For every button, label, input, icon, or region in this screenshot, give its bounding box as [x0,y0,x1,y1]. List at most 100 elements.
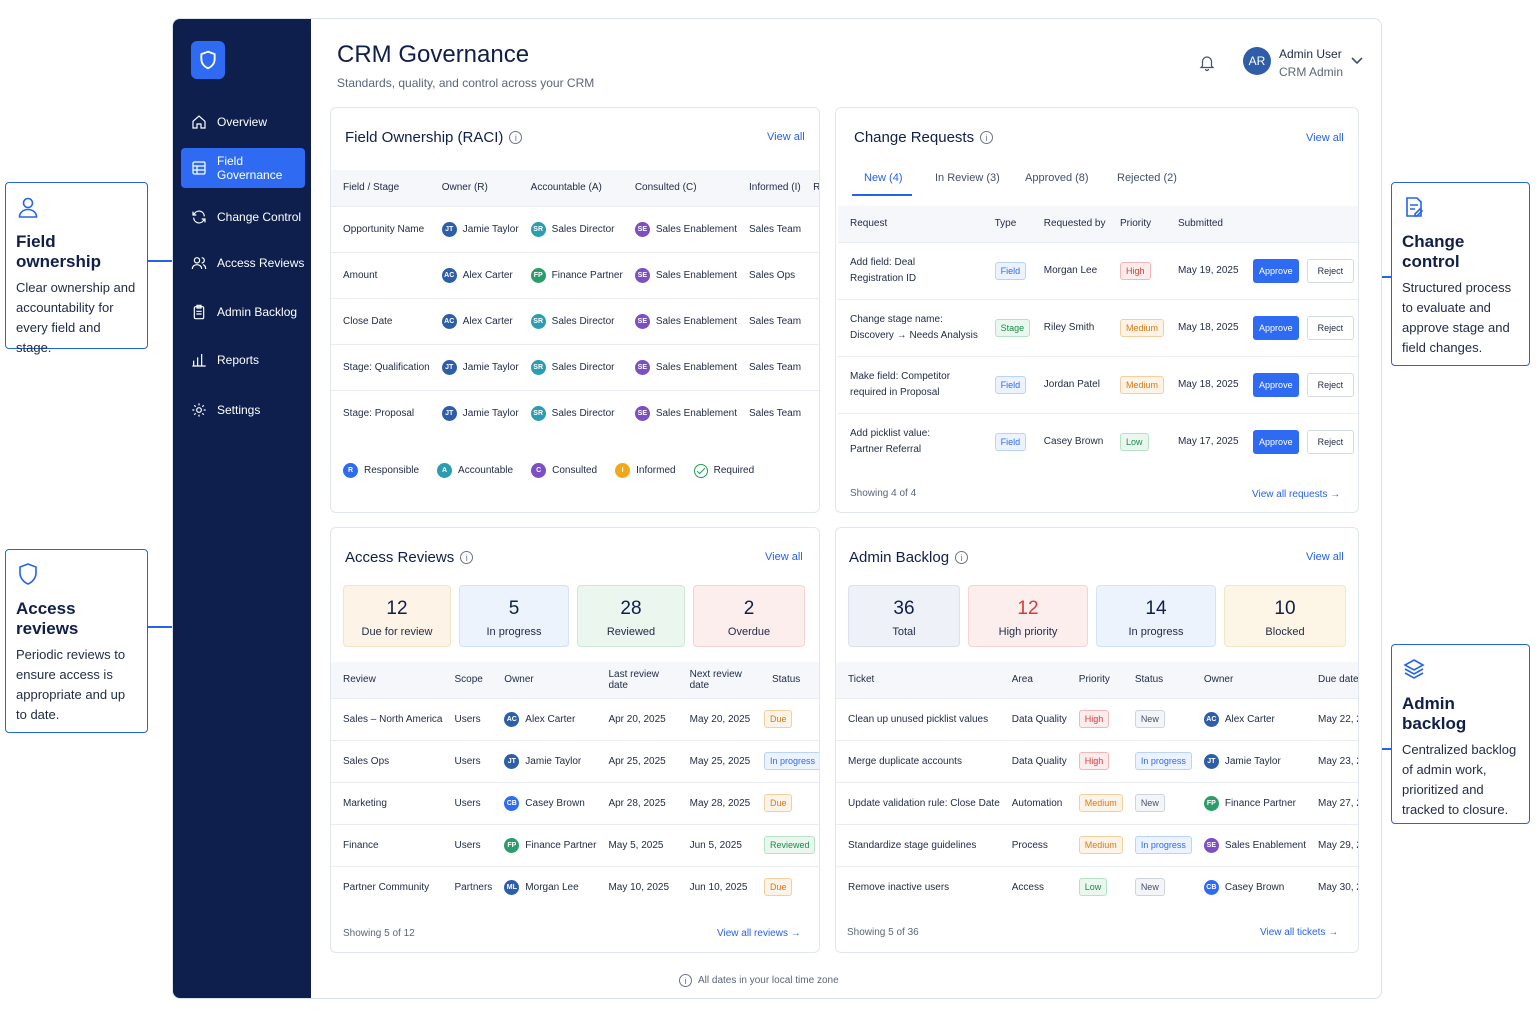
stat-tile[interactable]: 14 In progress [1096,585,1216,647]
avatar[interactable]: AR [1243,47,1271,75]
person-name: Sales Enablement [655,407,737,419]
reject-button[interactable]: Reject [1306,258,1355,283]
reject-button[interactable]: Reject [1306,315,1355,340]
stat-tile[interactable]: 36 Total [848,585,960,647]
table-row[interactable]: Make field: Competitor required in Propos… [838,355,1358,413]
owner-cell: ML Morgan Lee [492,865,597,908]
table-row[interactable]: Sales – North America Users AC Alex Carter A… [331,697,819,740]
sidebar-item-reports[interactable]: Reports [181,340,305,380]
info-icon[interactable]: i [955,551,969,564]
table-row[interactable]: Standardize stage guidelines Process Mediu… [836,823,1358,866]
reject-button[interactable]: Reject [1306,429,1355,454]
actions-cell: Approve Reject [1241,298,1358,356]
sidebar-item-settings[interactable]: Settings [181,390,305,430]
owner-name: Alex Carter [525,713,576,725]
priority-cell: Medium [1066,823,1123,866]
view-all-requests-link[interactable]: View all requests → [1252,489,1340,500]
table-row[interactable]: Opportunity Name JT Jamie Taylor SR Sales Di… [331,205,819,252]
owner-name: Sales Enablement [1224,839,1307,851]
request-line: Add picklist value: [850,427,931,439]
table-row[interactable]: Change stage name: Discovery → Needs Anal… [838,298,1358,356]
approve-button[interactable]: Approve [1253,372,1299,397]
main-content: CRM Governance Standards, quality, and c… [311,19,1381,998]
table-row[interactable]: Merge duplicate accounts Data Quality High… [836,739,1358,782]
table-row[interactable]: Partner Community Partners ML Morgan Lee May… [331,865,819,908]
info-icon[interactable]: i [460,551,474,564]
showing-count: Showing 5 of 36 [847,927,919,938]
table-row[interactable]: Stage: Proposal JT Jamie Taylor SR Sales Dir… [331,389,819,436]
column-header: Field / Stage [331,170,430,206]
scope: Users [442,697,493,740]
table-row[interactable]: Close Date AC Alex Carter SR Sales Director S… [331,297,819,344]
owner-cell: AC Alex Carter [1191,697,1307,740]
next-review-date: May 28, 2025 [677,781,760,824]
table-row[interactable]: Marketing Users CB Casey Brown Apr 28, 2025 M… [331,781,819,824]
sidebar-item-access-reviews[interactable]: Access Reviews [181,243,305,283]
info-icon[interactable]: i [980,131,994,144]
stat-tile[interactable]: 12 Due for review [343,585,451,647]
stat-tile[interactable]: 2 Overdue [693,585,805,647]
sidebar-item-admin-backlog[interactable]: Admin Backlog [181,292,305,332]
tab-rejected[interactable]: Rejected (2) [1117,172,1177,184]
approve-button[interactable]: Approve [1253,315,1299,340]
sidebar-item-field-governance[interactable]: Field Governance [181,148,305,188]
view-all-tickets-link[interactable]: View all tickets → [1260,927,1338,938]
callout-title: Change control [1402,232,1465,271]
table-row[interactable]: Stage: Qualification JT Jamie Taylor SR Sale… [331,343,819,390]
table-row[interactable]: Add field: Deal Registration ID Field Morga… [838,241,1358,299]
table-row[interactable]: Remove inactive users Access Low New CB Casey… [836,865,1358,908]
stat-tile[interactable]: 5 In progress [459,585,569,647]
stat-tile[interactable]: 28 Reviewed [577,585,685,647]
raci-person: AC Alex Carter [429,251,519,298]
priority-cell: Low [1108,412,1166,470]
person-name: Jamie Taylor [462,407,519,419]
view-all-link[interactable]: View all [1306,132,1344,144]
tab-new[interactable]: New (4) [864,172,903,184]
required-cell [801,205,819,252]
stat-tile[interactable]: 12 High priority [968,585,1088,647]
view-all-link[interactable]: View all [1306,551,1344,563]
status-cell: New [1122,697,1192,740]
status-badge: Due [763,794,793,812]
stat-tile[interactable]: 10 Blocked [1224,585,1346,647]
scope: Partners [442,865,493,908]
approve-button[interactable]: Approve [1253,258,1299,283]
table-row[interactable]: Sales Ops Users JT Jamie Taylor Apr 25, 2025… [331,739,819,782]
due-date: May 30, 2025 [1306,865,1358,908]
table-row[interactable]: Update validation rule: Close Date Automa… [836,781,1358,824]
view-all-link[interactable]: View all [767,131,805,143]
column-header: Accountable (A) [518,170,623,206]
view-all-link[interactable]: View all [765,551,803,563]
request-cell: Make field: Competitor required in Propos… [838,355,983,413]
arrow-right-icon: → [1330,489,1341,500]
approve-button[interactable]: Approve [1253,429,1299,454]
priority-cell: Medium [1066,781,1123,824]
table-row[interactable]: Finance Users FP Finance Partner May 5, 2025… [331,823,819,866]
ticket: Remove inactive users [836,865,1000,908]
bell-icon[interactable] [1198,53,1216,73]
status-badge: Reviewed [763,836,816,854]
table-row[interactable]: Add picklist value: Partner Referral Field… [838,412,1358,470]
table-row[interactable]: Amount AC Alex Carter FP Finance Partner SE Sa… [331,251,819,298]
stat-label: High priority [998,626,1058,638]
tab-approved[interactable]: Approved (8) [1025,172,1089,184]
avatar: JT [441,221,457,237]
info-icon[interactable]: i [509,131,523,144]
raci-person: SE Sales Enablement [622,251,737,298]
sidebar-item-overview[interactable]: Overview [181,102,305,142]
legend-badge: R [343,463,358,478]
tab-in-review[interactable]: In Review (3) [935,172,1000,184]
person-name: Sales Enablement [655,223,737,235]
user-role: CRM Admin [1279,65,1344,79]
card-title: Access Reviews i [345,549,474,566]
area: Process [999,823,1067,866]
logo[interactable] [191,41,225,79]
reject-button[interactable]: Reject [1306,372,1355,397]
sidebar-item-label: Settings [217,403,261,417]
avatar: JT [441,359,457,375]
view-all-reviews-link[interactable]: View all reviews → [717,928,801,939]
sidebar-item-change-control[interactable]: Change Control [181,197,305,237]
stat-label: In progress [486,626,542,638]
chevron-down-icon[interactable] [1351,57,1363,65]
table-row[interactable]: Clean up unused picklist values Data Qual… [836,697,1358,740]
